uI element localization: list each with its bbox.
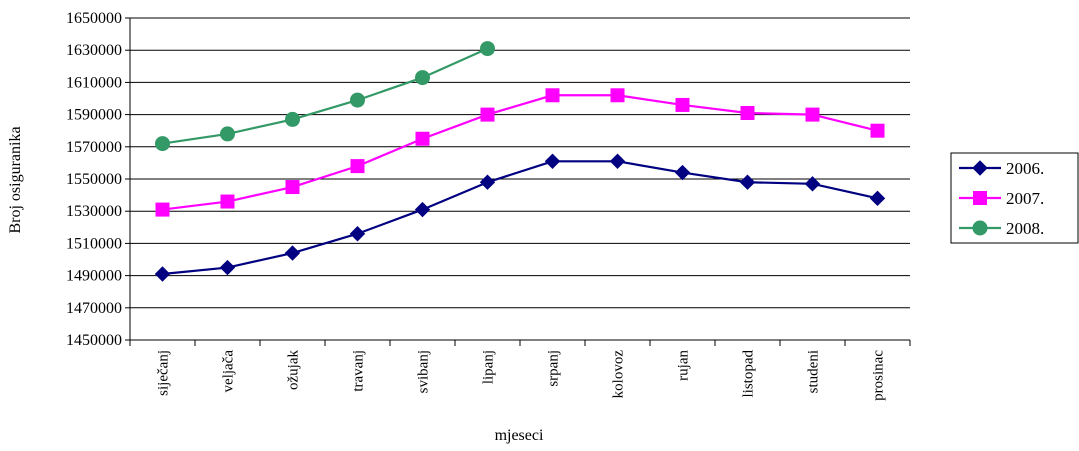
axes: 1450000 1470000 1490000 1510000 1530000 15500… [66, 10, 911, 401]
y-tick-label: 1470000 [66, 300, 122, 317]
legend-label: 2008. [1006, 219, 1044, 238]
data-point [414, 201, 431, 218]
data-point [285, 111, 300, 127]
x-tick-label: siječanj [156, 350, 172, 396]
data-point [350, 159, 365, 174]
y-tick-label: 1530000 [66, 203, 122, 220]
x-tick-label: srpanj [546, 350, 562, 387]
data-point [219, 259, 236, 276]
y-tick-label: 1570000 [66, 139, 122, 156]
y-tick-label: 1650000 [66, 10, 122, 27]
legend: 2006. 2007. 2008. [950, 152, 1079, 244]
data-point [350, 92, 365, 108]
data-point [610, 88, 625, 103]
data-point [285, 180, 300, 195]
data-point [674, 164, 691, 181]
legend-marker [972, 220, 988, 236]
x-tick-label: rujan [676, 350, 692, 381]
x-tick-label: listopad [741, 350, 757, 398]
series-line [162, 94, 878, 211]
y-axis-title: Broj osiguranika [7, 126, 24, 233]
data-point [545, 88, 560, 103]
data-point [479, 174, 496, 190]
data-point [220, 194, 235, 209]
series-group [154, 41, 886, 282]
x-tick-label: ožujak [286, 350, 302, 390]
series-line [162, 47, 488, 145]
data-point [675, 97, 690, 112]
series-2007 [155, 88, 885, 217]
x-tick-label: studeni [806, 350, 822, 393]
y-tick-label: 1630000 [66, 42, 122, 59]
series-line [162, 160, 878, 276]
data-point [740, 105, 755, 120]
legend-label: 2006. [1006, 159, 1044, 178]
data-point [154, 266, 171, 282]
y-tick-label: 1610000 [66, 74, 122, 91]
y-tick-label: 1590000 [66, 107, 122, 124]
gridlines [130, 17, 910, 341]
x-axis-title: mjeseci [495, 427, 544, 444]
data-point [349, 226, 366, 242]
legend-marker [972, 160, 988, 176]
series-2006 [154, 153, 886, 282]
data-point [869, 190, 886, 207]
data-point [804, 176, 821, 192]
data-point [609, 153, 626, 169]
x-tick-label: travanj [351, 350, 367, 392]
data-point [415, 131, 430, 146]
x-tick-label: kolovoz [611, 350, 627, 399]
data-point [805, 107, 820, 122]
data-point [155, 136, 170, 152]
series-2008 [155, 41, 495, 152]
data-point [220, 126, 235, 142]
y-tick-label: 1450000 [66, 332, 122, 349]
legend-label: 2007. [1006, 189, 1044, 208]
x-tick-label: veljača [221, 350, 237, 393]
x-tick-label: svibanj [416, 350, 432, 393]
data-point [155, 202, 170, 217]
y-tick-label: 1510000 [66, 235, 122, 252]
x-tick-label: prosinac [871, 350, 887, 401]
legend-marker [973, 191, 987, 205]
y-tick-label: 1490000 [66, 268, 122, 285]
data-point [415, 70, 430, 86]
y-tick-label: 1550000 [66, 171, 122, 188]
data-point [870, 123, 885, 138]
data-point [480, 107, 495, 122]
data-point [480, 41, 495, 57]
data-point [739, 174, 756, 190]
data-point [284, 245, 301, 261]
x-tick-label: lipanj [481, 350, 497, 384]
data-point [544, 153, 561, 169]
